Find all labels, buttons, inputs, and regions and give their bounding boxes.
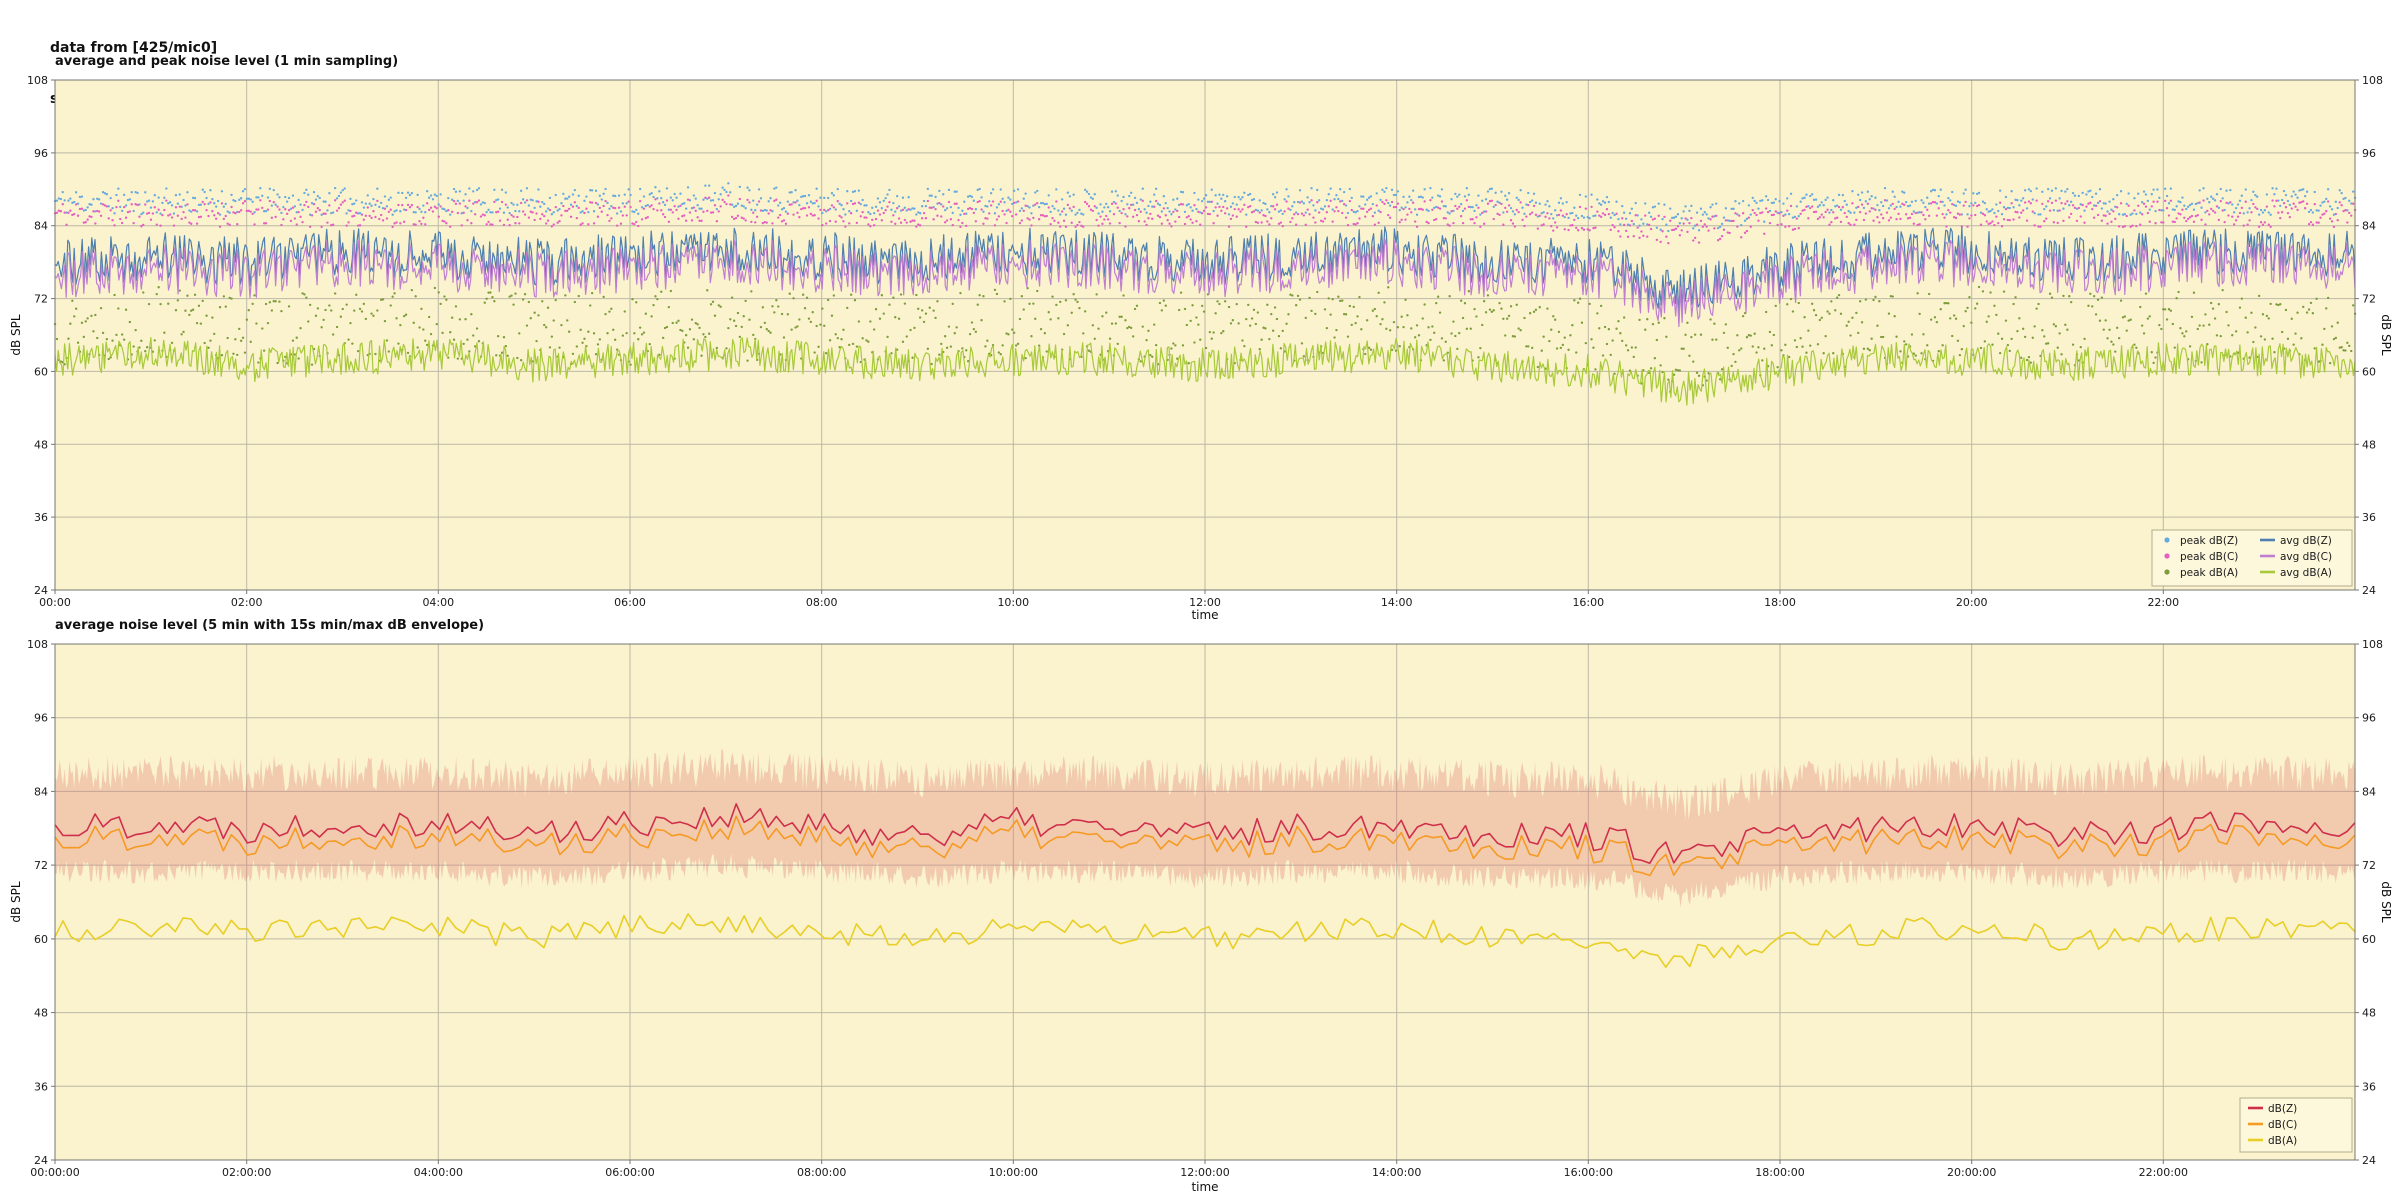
ytick-label-right: 84 [2362,785,2376,798]
chart-bottom-xlabel: time [1191,1180,1219,1194]
legend-label: peak dB(C) [2180,551,2238,563]
chart-top-ylabel-right: dB SPL [2379,314,2393,356]
series-envelope [55,748,2355,908]
ytick-label-right: 36 [2362,511,2376,524]
ytick-label-right: 36 [2362,1080,2376,1093]
xtick-label: 14:00 [1381,596,1413,609]
xtick-label: 12:00 [1189,596,1221,609]
legend-label: dB(A) [2268,1135,2297,1147]
ytick-label-right: 24 [2362,584,2376,597]
xtick-label: 00:00:00 [30,1166,79,1179]
chart-top-ylabel-left: dB SPL [9,314,23,356]
xtick-label: 04:00 [422,596,454,609]
ytick-label-right: 60 [2362,933,2376,946]
legend: dB(Z) dB(C) dB(A) [2239,1097,2353,1153]
ytick-label-right: 96 [2362,712,2376,725]
xtick-label: 20:00 [1956,596,1988,609]
ytick-label-left: 48 [34,438,48,451]
chart-top-xlabel: time [1191,608,1219,622]
chart-bottom-ylabel-right: dB SPL [2379,881,2393,923]
xtick-label: 22:00 [2147,596,2179,609]
xtick-label: 18:00:00 [1755,1166,1804,1179]
xtick-label: 00:00 [39,596,71,609]
series-dbz [54,803,2356,864]
ytick-label-right: 72 [2362,293,2376,306]
axis-ticks: 24 24 36 36 48 48 60 60 72 72 84 84 96 96 108 108 00:00:… [27,638,2383,1179]
chart-bottom: 24 24 36 36 48 48 60 60 72 72 84 84 96 96 108 108 00:00:… [0,636,2400,1200]
chart-bottom-ylabel-left: dB SPL [9,881,23,923]
chart-canvas: 24 24 36 36 48 48 60 60 72 72 84 84 96 96 108 108 00:00:… [27,638,2383,1179]
ytick-label-left: 36 [34,511,48,524]
ytick-label-right: 72 [2362,859,2376,872]
xtick-label: 20:00:00 [1947,1166,1996,1179]
legend-label: peak dB(A) [2180,567,2238,579]
xtick-label: 22:00:00 [2139,1166,2188,1179]
legend-label: avg dB(A) [2280,567,2332,579]
ytick-label-left: 84 [34,785,48,798]
legend-box [2151,529,2353,587]
xtick-label: 16:00:00 [1564,1166,1613,1179]
legend-swatch-peak-dbz [2164,537,2170,543]
chart-canvas: 24 24 36 36 48 48 60 60 72 72 84 84 96 96 108 108 00:00 0… [27,74,2383,609]
xtick-label: 10:00:00 [989,1166,1038,1179]
ytick-label-right: 108 [2362,74,2383,87]
ytick-label-right: 60 [2362,365,2376,378]
legend-label: dB(Z) [2268,1103,2297,1115]
xtick-label: 06:00:00 [605,1166,654,1179]
xtick-label: 14:00:00 [1372,1166,1421,1179]
axis-ticks: 24 24 36 36 48 48 60 60 72 72 84 84 96 96 108 108 00:00 0… [27,74,2383,609]
ytick-label-left: 72 [34,293,48,306]
chart-top-title: average and peak noise level (1 min samp… [55,54,399,69]
ytick-label-left: 96 [34,147,48,160]
ytick-label-left: 60 [34,365,48,378]
series-dba [54,913,2356,969]
xtick-label: 16:00 [1572,596,1604,609]
header-line-source: data from [425/mic0] [50,40,218,56]
legend-label: dB(C) [2268,1119,2297,1131]
legend-label: peak dB(Z) [2180,535,2238,547]
ytick-label-left: 36 [34,1080,48,1093]
series-avg-dba [54,337,2356,406]
chart-top: 24 24 36 36 48 48 60 60 72 72 84 84 96 96 108 108 00:00 0… [0,72,2400,638]
ytick-label-left: 48 [34,1007,48,1020]
xtick-label: 12:00:00 [1180,1166,1229,1179]
ytick-label-left: 96 [34,712,48,725]
series-avg-dbc [54,238,2356,328]
ytick-label-right: 96 [2362,147,2376,160]
ytick-label-left: 108 [27,74,48,87]
series-avg-dbz [54,226,2356,315]
ytick-label-left: 24 [34,1154,48,1167]
ytick-label-left: 60 [34,933,48,946]
xtick-label: 02:00:00 [222,1166,271,1179]
legend-swatch-peak-dba [2164,569,2170,575]
legend-label: avg dB(Z) [2280,535,2332,547]
ytick-label-right: 48 [2362,438,2376,451]
chart-bottom-title: average noise level (5 min with 15s min/… [55,618,485,633]
xtick-label: 08:00 [806,596,838,609]
series-dbc [54,815,2356,877]
xtick-label: 06:00 [614,596,646,609]
xtick-label: 04:00:00 [414,1166,463,1179]
ytick-label-left: 108 [27,638,48,651]
ytick-label-right: 48 [2362,1007,2376,1020]
xtick-label: 10:00 [997,596,1029,609]
ytick-label-left: 84 [34,220,48,233]
ytick-label-right: 84 [2362,220,2376,233]
xtick-label: 18:00 [1764,596,1796,609]
legend: peak dB(Z) peak dB(C) peak dB(A) avg dB(Z) a… [2151,529,2353,587]
ytick-label-left: 72 [34,859,48,872]
ytick-label-right: 24 [2362,1154,2376,1167]
xtick-label: 08:00:00 [797,1166,846,1179]
xtick-label: 02:00 [231,596,263,609]
legend-swatch-peak-dbc [2164,553,2170,559]
ytick-label-left: 24 [34,584,48,597]
ytick-label-right: 108 [2362,638,2383,651]
legend-label: avg dB(C) [2280,551,2332,563]
